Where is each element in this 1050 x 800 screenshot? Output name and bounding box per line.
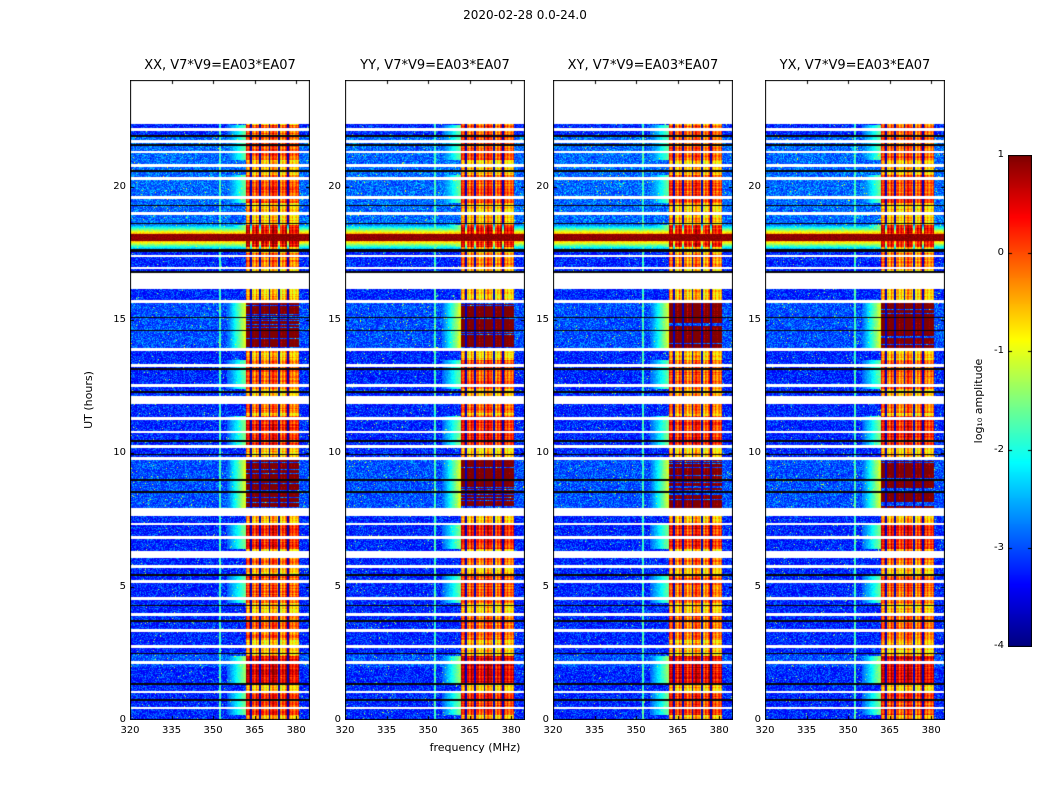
colorbar-tick-label: -1 <box>994 345 1004 357</box>
y-tick-label: 0 <box>334 714 341 725</box>
colorbar <box>1008 155 1032 647</box>
x-tick-label: 320 <box>543 725 563 736</box>
y-tick-label: 5 <box>334 580 341 592</box>
y-tick-label: 15 <box>328 314 341 325</box>
x-tick-label: 335 <box>796 725 817 736</box>
spectrogram-canvas-yx <box>765 80 945 720</box>
spectrogram-panel-yy <box>345 80 525 720</box>
y-tick-label: 10 <box>113 447 126 459</box>
x-tick-label: 350 <box>838 725 858 736</box>
x-tick-label: 320 <box>120 725 140 736</box>
y-tick-label: 10 <box>328 447 341 459</box>
spectrogram-canvas-xy <box>553 80 733 720</box>
spectrogram-canvas-xx <box>130 80 310 720</box>
y-tick-label: 10 <box>536 447 549 459</box>
x-tick-label: 380 <box>286 725 306 736</box>
x-tick-label: 320 <box>335 725 355 736</box>
panel-title-xy: XY, V7*V9=EA03*EA07 <box>567 58 719 73</box>
colorbar-tick-label: -3 <box>994 541 1004 553</box>
x-tick-label: 380 <box>921 725 941 736</box>
y-tick-label: 20 <box>328 180 341 192</box>
y-tick-label: 5 <box>754 580 761 592</box>
y-tick-label: 0 <box>542 714 549 725</box>
x-tick-label: 335 <box>584 725 605 736</box>
x-tick-label: 365 <box>668 725 688 736</box>
x-tick-label: 320 <box>755 725 775 736</box>
y-tick-label: 20 <box>536 180 549 192</box>
colorbar-tick-label: 0 <box>997 247 1004 259</box>
y-tick-label: 15 <box>536 314 549 325</box>
y-axis-label: UT (hours) <box>82 371 95 429</box>
x-tick-label: 335 <box>376 725 397 736</box>
x-tick-label: 365 <box>245 725 265 736</box>
figure-title: 2020-02-28 0.0-24.0 <box>463 8 587 22</box>
y-tick-label: 0 <box>754 714 761 725</box>
spectrogram-panel-xx <box>130 80 310 720</box>
y-tick-label: 5 <box>119 580 126 592</box>
colorbar-tick-label: -4 <box>994 640 1004 651</box>
panel-title-yy: YY, V7*V9=EA03*EA07 <box>360 58 510 73</box>
panel-title-yx: YX, V7*V9=EA03*EA07 <box>779 58 931 73</box>
x-tick-label: 380 <box>501 725 521 736</box>
y-tick-label: 20 <box>113 180 126 192</box>
y-tick-label: 0 <box>119 714 126 725</box>
y-tick-label: 15 <box>748 314 761 325</box>
x-tick-label: 365 <box>460 725 480 736</box>
x-tick-label: 350 <box>418 725 438 736</box>
spectrogram-panel-yx <box>765 80 945 720</box>
panel-title-xx: XX, V7*V9=EA03*EA07 <box>144 58 296 73</box>
spectrogram-canvas-yy <box>345 80 525 720</box>
colorbar-tick-label: -2 <box>994 443 1004 455</box>
y-tick-label: 20 <box>748 180 761 192</box>
x-tick-label: 350 <box>626 725 646 736</box>
x-tick-label: 335 <box>161 725 182 736</box>
colorbar-tick-label: 1 <box>997 149 1004 160</box>
y-tick-label: 5 <box>542 580 549 592</box>
x-tick-label: 365 <box>880 725 900 736</box>
x-tick-label: 380 <box>709 725 729 736</box>
y-tick-label: 10 <box>748 447 761 459</box>
x-axis-label: frequency (MHz) <box>429 741 521 754</box>
spectrogram-panel-xy <box>553 80 733 720</box>
colorbar-canvas <box>1008 155 1032 647</box>
y-tick-label: 15 <box>113 314 126 325</box>
x-tick-label: 350 <box>203 725 223 736</box>
